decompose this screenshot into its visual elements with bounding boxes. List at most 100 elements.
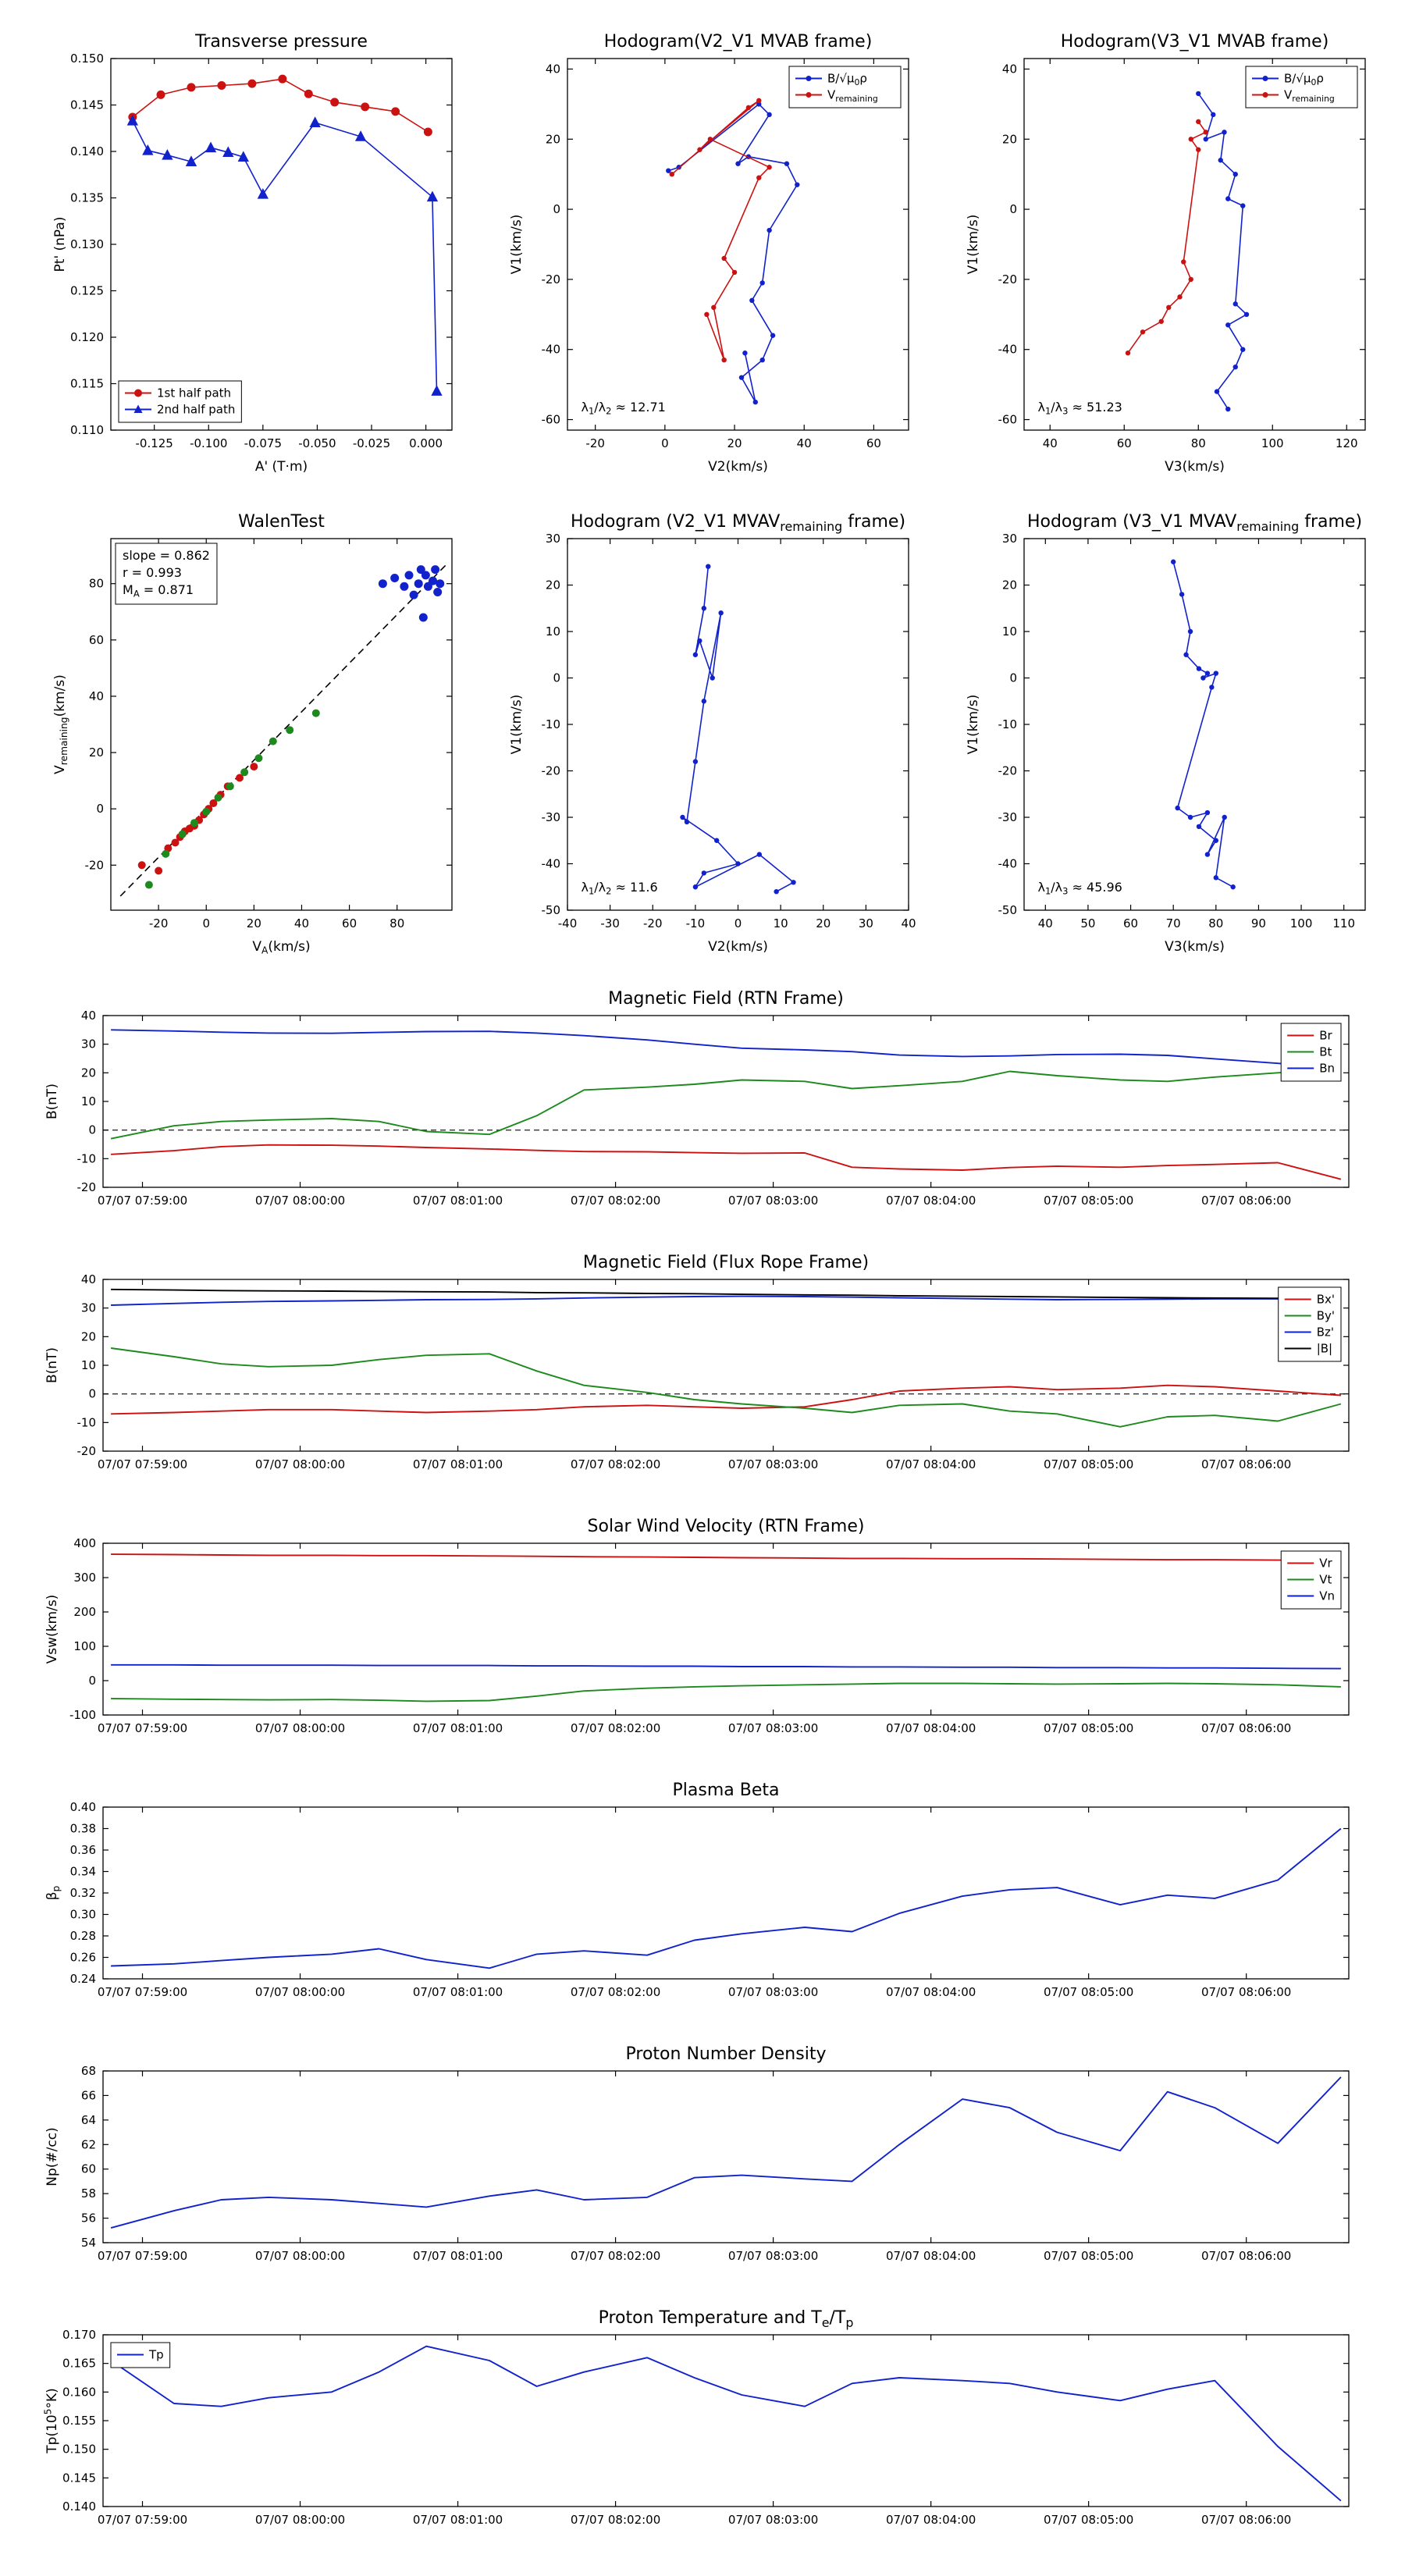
legend-label: 2nd half path [157, 403, 235, 417]
legend: Tp [110, 2342, 171, 2368]
series-scatter green [144, 709, 320, 889]
y-tick-label: 0.36 [70, 1843, 96, 1857]
y-tick-label: -20 [77, 1444, 97, 1458]
series-Br [111, 1144, 1342, 1180]
y-tick-label: 0.32 [70, 1886, 96, 1900]
x-tick-label: 07/07 08:06:00 [1201, 1457, 1291, 1471]
x-tick-label: 100 [1290, 916, 1313, 930]
y-tick-label: 20 [546, 578, 560, 592]
y-axis-label: Vsw(km/s) [44, 1595, 60, 1664]
y-tick-label: 0 [1009, 671, 1017, 685]
x-tick-label: 20 [247, 916, 261, 930]
legend-label: Vremaining [827, 88, 878, 104]
series-V remaining [669, 98, 772, 363]
x-axis-label: V2(km/s) [708, 459, 768, 475]
y-tick-label: 66 [81, 2088, 96, 2102]
chart-svg-mag-fluxrope: 07/07 07:59:00 07/07 08:00:00 07/07 08:01:… [44, 1253, 1350, 1471]
stats-box [115, 543, 218, 605]
legend-label: Vn [1319, 1589, 1335, 1603]
series-fit line [119, 563, 448, 897]
series-Bx' [111, 1384, 1341, 1415]
x-axis-label: A' (T·m) [255, 459, 308, 475]
y-tick-label: 0.145 [62, 2471, 96, 2485]
legend-label: Vr [1319, 1557, 1332, 1571]
x-tick-label: 07/07 08:00:00 [255, 1721, 345, 1735]
stats-line: r = 0.993 [123, 565, 182, 580]
chart-svg-transverse-pressure: -0.125 -0.100 -0.075 -0.050 -0.025 0.000 0.110… [52, 32, 453, 475]
y-tick-label: -50 [998, 903, 1018, 917]
x-tick-label: 07/07 08:00:00 [255, 2249, 345, 2263]
chart-title: Hodogram(V2_V1 MVAB frame) [604, 32, 873, 52]
x-tick-label: -0.050 [298, 436, 336, 450]
x-tick-label: 80 [1208, 916, 1223, 930]
x-tick-label: -20 [643, 916, 663, 930]
series-By' [110, 1347, 1342, 1428]
x-tick-label: 07/07 08:02:00 [571, 1457, 660, 1471]
x-tick-label: 60 [1117, 436, 1132, 450]
x-tick-label: -30 [600, 916, 620, 930]
y-tick-label: -30 [998, 810, 1018, 824]
x-tick-label: 07/07 08:01:00 [413, 1985, 503, 1999]
x-tick-label: 20 [816, 916, 831, 930]
y-tick-label: 0.34 [70, 1865, 96, 1879]
x-tick-label: 50 [1080, 916, 1095, 930]
chart-proton-temperature: 07/07 07:59:00 07/07 08:00:00 07/07 08:01:… [31, 2299, 1389, 2533]
x-tick-label: 0 [735, 916, 742, 930]
series-2nd half path [126, 114, 443, 396]
annotation: λ1/λ3 ≈ 51.23 [1037, 400, 1122, 417]
y-tick-label: -20 [85, 858, 105, 872]
series-V remaining [1170, 559, 1236, 890]
y-tick-label: -10 [77, 1151, 97, 1165]
y-tick-label: -20 [542, 764, 561, 778]
series-Vn [111, 1663, 1341, 1670]
stats-line: MA = 0.871 [123, 582, 194, 600]
chart-transverse-pressure: -0.125 -0.100 -0.075 -0.050 -0.025 0.000 0.110… [39, 20, 464, 480]
x-axis-label: V3(km/s) [1165, 939, 1225, 955]
x-tick-label: 07/07 08:05:00 [1044, 1721, 1133, 1735]
y-axis-label: V1(km/s) [509, 215, 525, 275]
x-tick-label: 40 [901, 916, 916, 930]
x-tick-label: 07/07 08:03:00 [728, 1457, 818, 1471]
legend: Br Bt Bn [1280, 1023, 1342, 1082]
chart-proton-number-density: 07/07 07:59:00 07/07 08:00:00 07/07 08:01:… [31, 2035, 1389, 2269]
y-tick-label: 54 [81, 2236, 96, 2250]
y-tick-label: 0.24 [70, 1972, 96, 1986]
x-tick-label: 07/07 08:03:00 [728, 1985, 818, 1999]
series-Vt [111, 1682, 1341, 1703]
legend-label: Vremaining [1284, 88, 1335, 104]
y-tick-label: -40 [998, 343, 1018, 357]
x-tick-label: 07/07 08:06:00 [1201, 2249, 1291, 2263]
y-tick-label: 20 [81, 1329, 96, 1343]
series-B/√μ0ρ [1196, 91, 1250, 412]
chart-svg-plasma-beta: 07/07 07:59:00 07/07 08:00:00 07/07 08:01:… [44, 1781, 1350, 1999]
x-tick-label: 07/07 08:01:00 [413, 1457, 503, 1471]
y-tick-label: 20 [546, 132, 560, 146]
y-tick-label: 0.140 [62, 2500, 96, 2514]
y-tick-label: 0.130 [70, 237, 104, 251]
x-tick-label: 07/07 08:04:00 [886, 1721, 976, 1735]
y-tick-label: 0.28 [70, 1929, 96, 1943]
x-tick-label: 07/07 08:02:00 [571, 1194, 660, 1208]
y-tick-label: -100 [69, 1708, 96, 1722]
series-scatter blue [378, 565, 445, 622]
y-tick-label: 100 [73, 1639, 96, 1653]
chart-svg-velocity-rtn: 07/07 07:59:00 07/07 08:00:00 07/07 08:01:… [44, 1517, 1350, 1735]
x-tick-label: 07/07 08:02:00 [571, 1721, 660, 1735]
x-tick-label: -10 [686, 916, 706, 930]
y-tick-label: 0.135 [70, 191, 104, 205]
y-tick-label: -20 [77, 1180, 97, 1194]
x-tick-label: 07/07 08:06:00 [1201, 1194, 1291, 1208]
y-tick-label: 68 [81, 2064, 96, 2078]
chart-magnetic-field-fluxrope: 07/07 07:59:00 07/07 08:00:00 07/07 08:01:… [31, 1244, 1389, 1478]
x-tick-label: -0.100 [190, 436, 227, 450]
y-tick-label: -50 [542, 903, 561, 917]
y-tick-label: -10 [998, 717, 1018, 731]
y-tick-label: 10 [81, 1358, 96, 1372]
x-axis-label: V3(km/s) [1165, 459, 1225, 475]
x-tick-label: -20 [585, 436, 605, 450]
chart-title: WalenTest [238, 512, 325, 532]
x-tick-label: -20 [149, 916, 169, 930]
x-tick-label: 07/07 08:02:00 [571, 2249, 660, 2263]
y-tick-label: 64 [81, 2113, 96, 2127]
y-axis-label: V1(km/s) [966, 695, 981, 755]
